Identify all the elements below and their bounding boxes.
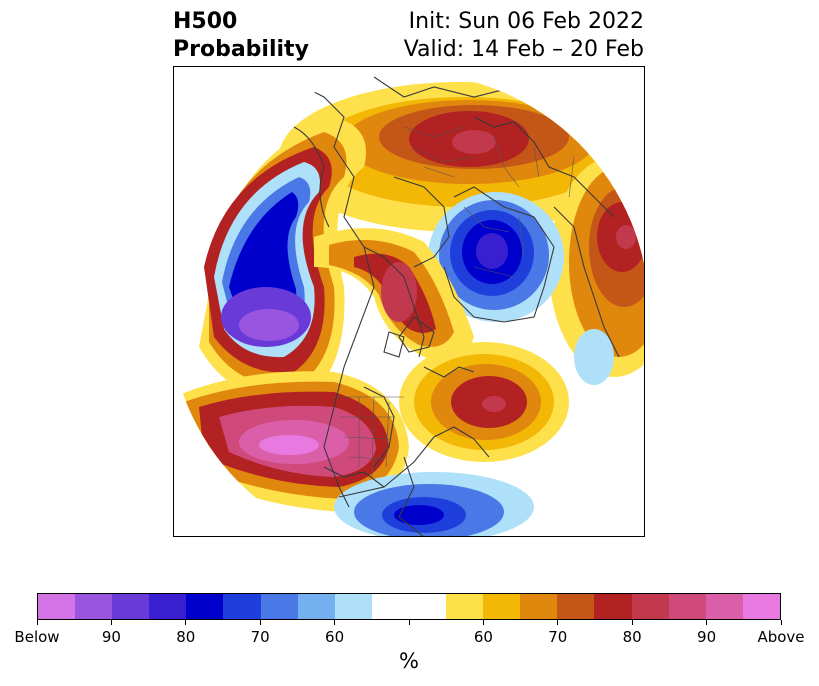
colorbar-tick-label: 70: [250, 628, 270, 646]
colorbar-tick-mark: [334, 620, 336, 625]
colorbar: [37, 593, 781, 620]
map-panel: [173, 66, 645, 537]
colorbar-tick-mark: [110, 620, 112, 625]
colorbar-tick-label: 60: [325, 628, 345, 646]
colorbar-segment: [408, 594, 447, 619]
title-product: Probability: [173, 37, 309, 62]
colorbar-segment: [520, 594, 558, 619]
colorbar-tick-mark: [631, 620, 633, 625]
colorbar-tick-mark: [482, 620, 484, 625]
colorbar-segment: [371, 594, 409, 619]
colorbar-tick-mark: [706, 620, 708, 625]
title-left: H500 Probability: [173, 8, 309, 64]
colorbar-segment: [223, 594, 261, 619]
colorbar-tick-label: 90: [101, 628, 121, 646]
cold-anomaly-center: [428, 192, 564, 322]
cold-anomaly-west: [199, 117, 366, 403]
colorbar-tick-label: 80: [622, 628, 642, 646]
colorbar-tick-label: Above: [757, 628, 805, 646]
colorbar-segment: [742, 594, 780, 619]
title-variable: H500: [173, 9, 238, 34]
warm-anomaly-southwest: [174, 371, 409, 512]
colorbar-tick-mark: [185, 620, 187, 625]
colorbar-segment: [334, 594, 372, 619]
warm-anomaly-east: [549, 157, 644, 377]
colorbar-segment: [260, 594, 298, 619]
colorbar-tick-mark: [36, 620, 38, 625]
colorbar-segment: [594, 594, 632, 619]
coastlines: [293, 76, 635, 536]
colorbar-tick-mark: [780, 620, 782, 625]
colorbar-tick-mark: [408, 620, 410, 625]
colorbar-tick-label: 70: [548, 628, 568, 646]
colorbar-units: %: [399, 649, 419, 673]
colorbar-segment: [705, 594, 743, 619]
cold-anomaly-south: [334, 472, 534, 536]
colorbar-segment: [38, 594, 76, 619]
colorbar-tick-label: 60: [473, 628, 493, 646]
colorbar-segment: [149, 594, 187, 619]
colorbar-tick-mark: [259, 620, 261, 625]
colorbar-segment: [668, 594, 706, 619]
cold-anomaly-small: [574, 329, 614, 385]
colorbar-segment: [75, 594, 113, 619]
title-right: Init: Sun 06 Feb 2022 Valid: 14 Feb – 20…: [404, 8, 644, 64]
colorbar-segment: [631, 594, 669, 619]
colorbar-segment: [112, 594, 150, 619]
probability-map: [174, 73, 644, 536]
title-valid: Valid: 14 Feb – 20 Feb: [403, 37, 644, 62]
warm-anomaly-north: [279, 82, 639, 232]
political-borders: [334, 126, 575, 478]
colorbar-segment: [186, 594, 224, 619]
colorbar-segment: [446, 594, 484, 619]
title-init: Init: Sun 06 Feb 2022: [408, 9, 644, 34]
colorbar-tick-mark: [557, 620, 559, 625]
colorbar-tick-label: 80: [176, 628, 196, 646]
colorbar-segment: [297, 594, 335, 619]
colorbar-tick-label: Below: [14, 628, 60, 646]
colorbar-segment: [483, 594, 521, 619]
colorbar-tick-label: 90: [697, 628, 717, 646]
warm-anomaly-southeast: [399, 342, 569, 462]
colorbar-segment: [557, 594, 595, 619]
